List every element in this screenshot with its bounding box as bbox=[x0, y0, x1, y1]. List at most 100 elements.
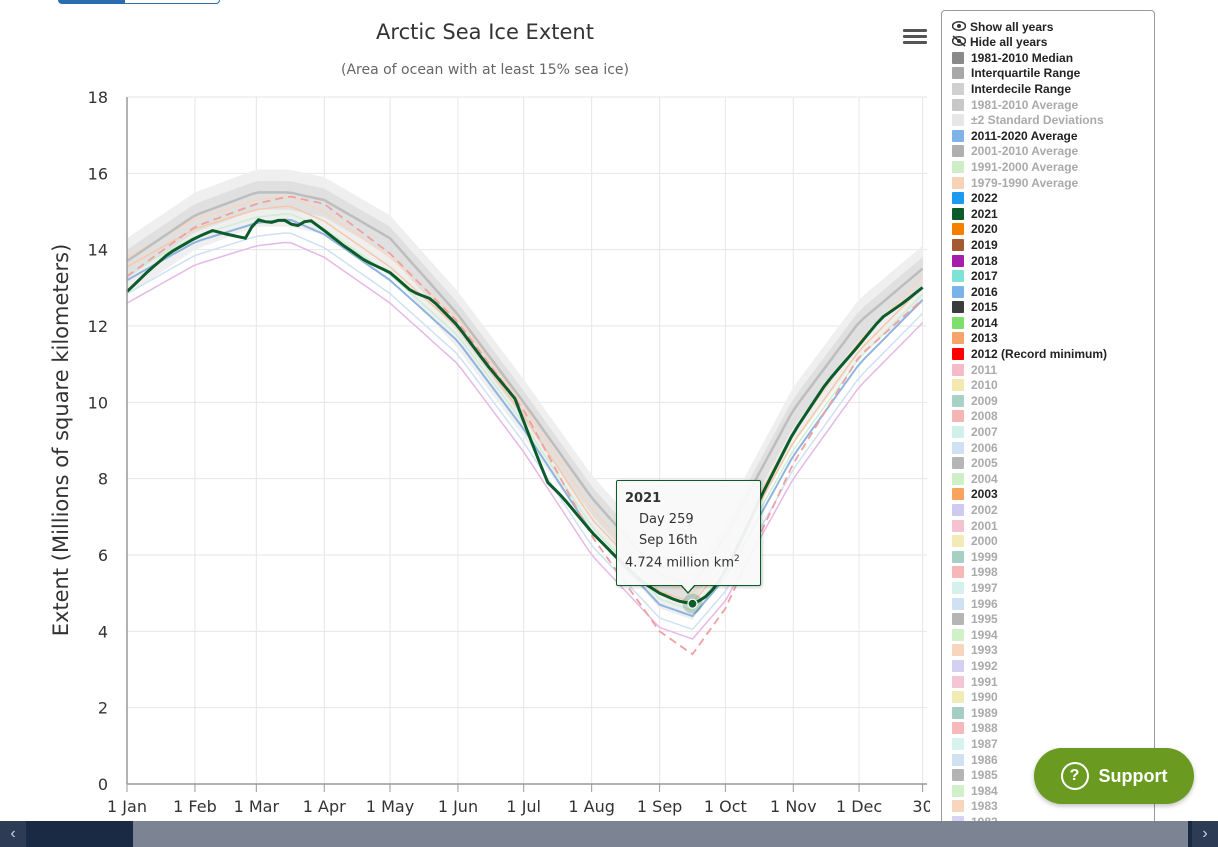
horizontal-scrollbar[interactable]: ‹ › bbox=[0, 821, 1218, 847]
legend-item[interactable]: 2019 bbox=[952, 237, 1154, 253]
legend-item[interactable]: 2014 bbox=[952, 315, 1154, 331]
x-tick-label: 1 May bbox=[366, 797, 414, 816]
legend-swatch bbox=[952, 706, 964, 719]
legend-item[interactable]: 2004 bbox=[952, 471, 1154, 487]
legend-item[interactable]: 2010 bbox=[952, 377, 1154, 393]
legend-item[interactable]: 2000 bbox=[952, 533, 1154, 549]
legend-swatch bbox=[952, 488, 964, 501]
legend-item[interactable]: 1984 bbox=[952, 783, 1154, 799]
show-all-years-button[interactable]: Show all years bbox=[951, 19, 1154, 35]
legend-item[interactable]: 1997 bbox=[952, 580, 1154, 596]
legend-item[interactable]: ±2 Standard Deviations bbox=[952, 112, 1154, 128]
x-tick-label: 30 bbox=[912, 797, 930, 816]
x-tick-label: 1 Mar bbox=[234, 797, 280, 816]
background-year-line bbox=[126, 232, 924, 631]
legend-label: 2006 bbox=[971, 440, 998, 455]
legend-item[interactable]: 2012 (Record minimum) bbox=[952, 346, 1154, 362]
legend-swatch bbox=[952, 238, 964, 251]
legend-item[interactable]: 1996 bbox=[952, 596, 1154, 612]
legend-label: 2017 bbox=[971, 269, 998, 284]
legend-swatch bbox=[952, 67, 964, 80]
legend-item[interactable]: 2021 bbox=[952, 206, 1154, 222]
legend-label: 1993 bbox=[971, 643, 998, 658]
legend-swatch bbox=[952, 644, 964, 657]
legend-swatch bbox=[952, 98, 964, 111]
legend-item[interactable]: 2020 bbox=[952, 222, 1154, 238]
legend-label: 1985 bbox=[971, 768, 998, 783]
legend-item[interactable]: 1987 bbox=[952, 736, 1154, 752]
legend-label: 2013 bbox=[971, 331, 998, 346]
legend-label: 2001-2010 Average bbox=[971, 144, 1079, 159]
legend-item[interactable]: 2013 bbox=[952, 331, 1154, 347]
legend-item[interactable]: 1981-2010 Median bbox=[952, 50, 1154, 66]
legend-item[interactable]: 1992 bbox=[952, 658, 1154, 674]
legend-item[interactable]: 2003 bbox=[952, 487, 1154, 503]
support-button[interactable]: ? Support bbox=[1034, 748, 1194, 804]
legend-label: 2007 bbox=[971, 425, 998, 440]
legend-label: 2014 bbox=[971, 315, 998, 330]
legend-swatch bbox=[952, 722, 964, 735]
scrollbar-track[interactable] bbox=[133, 821, 1188, 847]
legend-item[interactable]: 2006 bbox=[952, 440, 1154, 456]
legend-swatch bbox=[952, 457, 964, 470]
x-tick-label: 1 Feb bbox=[173, 797, 217, 816]
legend-item[interactable]: 2011-2020 Average bbox=[952, 128, 1154, 144]
legend-item[interactable]: 2001-2010 Average bbox=[952, 144, 1154, 160]
legend-item[interactable]: 1994 bbox=[952, 627, 1154, 643]
legend-item[interactable]: 1985 bbox=[952, 767, 1154, 783]
legend-label: 2016 bbox=[971, 284, 998, 299]
chevron-right-icon[interactable]: › bbox=[1192, 821, 1218, 847]
hover-marker bbox=[682, 593, 703, 614]
legend-item[interactable]: 1991-2000 Average bbox=[952, 159, 1154, 175]
y-tick-label: 2 bbox=[98, 699, 108, 718]
legend-swatch bbox=[952, 82, 964, 95]
legend-swatch bbox=[952, 691, 964, 704]
legend-item[interactable]: 1986 bbox=[952, 752, 1154, 768]
legend-item[interactable]: 1998 bbox=[952, 565, 1154, 581]
legend-item[interactable]: 1979-1990 Average bbox=[952, 175, 1154, 191]
legend-item[interactable]: 1981-2010 Average bbox=[952, 97, 1154, 113]
legend-label: 1998 bbox=[971, 565, 998, 580]
legend-swatch bbox=[952, 207, 964, 220]
legend-item[interactable]: 1988 bbox=[952, 721, 1154, 737]
x-tick-label: 1 Jun bbox=[438, 797, 478, 816]
legend-label: 2020 bbox=[971, 222, 998, 237]
legend-item[interactable]: 2018 bbox=[952, 253, 1154, 269]
chart-menu-button[interactable] bbox=[903, 26, 927, 46]
hide-all-years-button[interactable]: Hide all years bbox=[951, 35, 1154, 51]
legend-item[interactable]: 2001 bbox=[952, 518, 1154, 534]
legend-item[interactable]: 2008 bbox=[952, 409, 1154, 425]
scrollbar-thumb[interactable] bbox=[26, 821, 133, 847]
legend-item[interactable]: 1990 bbox=[952, 689, 1154, 705]
legend-label: 2009 bbox=[971, 393, 998, 408]
legend-item[interactable]: Interquartile Range bbox=[952, 66, 1154, 82]
legend-item[interactable]: 2007 bbox=[952, 424, 1154, 440]
axes: 0 2 4 6 8 10 12 14 16 18 1 Jan 1 Feb 1 Mar 1 Apr 1 May… bbox=[88, 88, 930, 816]
legend-item[interactable]: 1989 bbox=[952, 705, 1154, 721]
tooltip-date: Sep 16th bbox=[639, 533, 698, 548]
legend-item[interactable]: 2015 bbox=[952, 300, 1154, 316]
legend-item[interactable]: 2022 bbox=[952, 190, 1154, 206]
legend-label: 1992 bbox=[971, 658, 998, 673]
legend-item[interactable]: 2005 bbox=[952, 455, 1154, 471]
legend-item[interactable]: 1993 bbox=[952, 643, 1154, 659]
legend-item[interactable]: 2016 bbox=[952, 284, 1154, 300]
legend-swatch bbox=[952, 769, 964, 782]
legend-item[interactable]: 1995 bbox=[952, 611, 1154, 627]
chart-title: Arctic Sea Ice Extent bbox=[376, 20, 594, 44]
legend-item[interactable]: 2011 bbox=[952, 362, 1154, 378]
legend-label: 1995 bbox=[971, 612, 998, 627]
background-year-line bbox=[126, 205, 924, 604]
legend-item[interactable]: 1983 bbox=[952, 799, 1154, 815]
legend-item[interactable]: 1991 bbox=[952, 674, 1154, 690]
legend-item[interactable]: 2009 bbox=[952, 393, 1154, 409]
legend-swatch bbox=[952, 628, 964, 641]
chevron-left-icon[interactable]: ‹ bbox=[0, 821, 26, 847]
legend-label: Interdecile Range bbox=[971, 81, 1072, 96]
legend-item[interactable]: 2017 bbox=[952, 268, 1154, 284]
legend-swatch bbox=[952, 363, 964, 376]
legend-item[interactable]: Interdecile Range bbox=[952, 81, 1154, 97]
legend-swatch bbox=[952, 659, 964, 672]
legend-item[interactable]: 2002 bbox=[952, 502, 1154, 518]
legend-item[interactable]: 1999 bbox=[952, 549, 1154, 565]
